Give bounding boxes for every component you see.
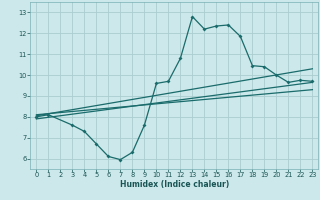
- X-axis label: Humidex (Indice chaleur): Humidex (Indice chaleur): [120, 180, 229, 189]
